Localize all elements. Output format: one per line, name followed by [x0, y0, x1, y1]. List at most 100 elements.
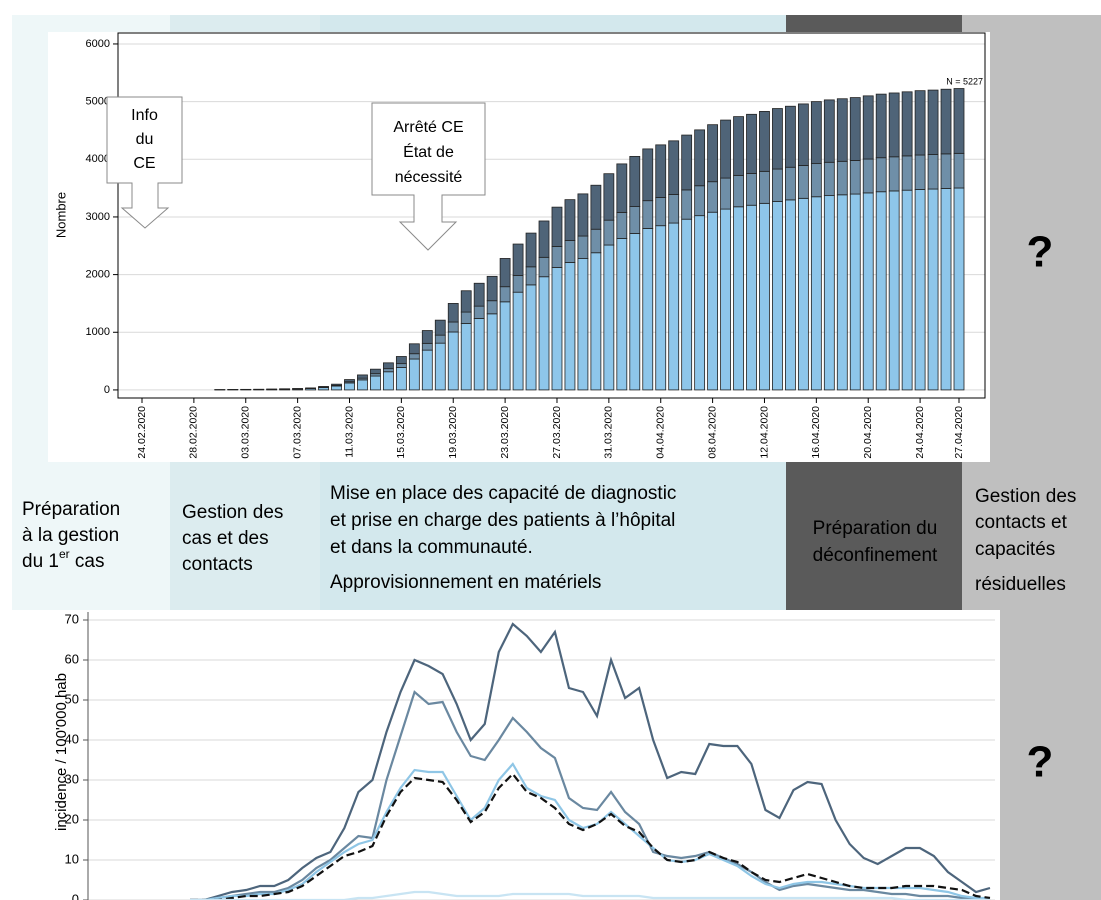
bar-segment	[382, 362, 394, 370]
plot-frame	[117, 32, 986, 399]
top-chart: 0 1000 2000 3000 4000 5000 6000 Nombre 24.02.202…	[53, 32, 986, 459]
bar-segment	[331, 385, 342, 391]
phase-text: Approvisionnement en matériels	[330, 572, 601, 593]
bar-segment	[331, 383, 342, 386]
bar-segment	[694, 129, 706, 187]
phase-text: Gestion des	[975, 486, 1076, 507]
phase-text: Préparation	[22, 499, 120, 520]
bar-segment	[447, 321, 459, 333]
series-line	[190, 772, 991, 900]
bar-segment	[551, 206, 563, 247]
bar-segment	[901, 91, 913, 157]
bar-segment	[421, 349, 433, 391]
bar-segment	[940, 153, 952, 189]
bar-segment	[590, 252, 602, 391]
bar-segment	[473, 282, 485, 307]
bar-segment	[733, 116, 744, 176]
bar-segment	[836, 160, 848, 196]
bar-segment	[577, 258, 589, 391]
bar-segment	[707, 124, 719, 183]
bar-segment	[720, 119, 731, 179]
phase-text-part: cas	[70, 551, 105, 572]
bar-segment	[499, 286, 511, 303]
y-axis-label: incidence / 100'000 hab	[53, 673, 70, 831]
phase-text: contacts et	[975, 512, 1068, 533]
bar-segment	[694, 215, 706, 391]
bar-segment	[655, 197, 667, 227]
bar-segment	[707, 181, 719, 213]
bar-segment	[849, 160, 861, 195]
bar-segment	[772, 200, 783, 391]
bar-segment	[460, 323, 472, 391]
phase-text: contacts	[182, 554, 253, 575]
callout-text: Arrêté CE	[393, 119, 463, 136]
bar-segment	[551, 267, 563, 391]
bar-segment	[720, 177, 731, 210]
bar-segment	[642, 148, 654, 202]
x-tick-label: 27.04.2020	[953, 406, 965, 459]
y-tick-label: 6000	[86, 38, 110, 50]
bar-segment	[395, 367, 407, 391]
phase-text: Préparation du	[813, 518, 938, 539]
bar-segment	[512, 291, 524, 391]
bar-segment	[823, 195, 835, 391]
bar-segment	[862, 95, 874, 160]
bar-segment	[720, 208, 731, 391]
bar-segment	[797, 197, 809, 391]
phase-text: à la gestion	[22, 525, 119, 546]
callout-text: CE	[133, 155, 155, 172]
phase-text: Gestion des	[182, 502, 283, 523]
x-tick-label: 19.03.2020	[447, 406, 459, 459]
bar-segment	[733, 206, 744, 391]
bar-segment	[875, 157, 887, 193]
bar-segment	[914, 189, 926, 391]
bar-segment	[629, 206, 641, 234]
bar-segment	[655, 144, 667, 198]
bar-segment	[538, 220, 550, 258]
phase-text: cas et des	[182, 528, 269, 549]
bar-segment	[512, 275, 524, 293]
bar-segment	[395, 356, 407, 365]
bar-segment	[901, 189, 913, 391]
bar-segment	[577, 235, 589, 259]
bar-segment	[499, 301, 511, 391]
bar-segment	[486, 275, 498, 302]
bar-segment	[940, 88, 952, 155]
x-tick-label: 04.04.2020	[655, 406, 667, 459]
x-tick-label: 08.04.2020	[706, 406, 718, 459]
bar-segment	[473, 305, 485, 319]
bar-segment	[810, 163, 822, 198]
bar-segment	[370, 368, 381, 375]
bar-segment	[785, 166, 796, 201]
bar-segment	[953, 187, 965, 391]
bar-segment	[616, 238, 628, 391]
bar-segment	[590, 184, 602, 230]
bar-segment	[447, 303, 459, 323]
bar-segment	[642, 228, 654, 391]
bar-segment	[525, 266, 537, 286]
y-tick-label: 20	[65, 811, 79, 826]
bar-segment	[681, 134, 693, 191]
bar-segment	[421, 330, 433, 344]
phase-text: Mise en place des capacité de diagnostic	[330, 483, 676, 504]
series-line	[190, 622, 991, 900]
bar-segment	[486, 300, 498, 315]
bar-segment	[564, 199, 576, 241]
bar-segment	[538, 256, 550, 278]
bar-segment	[927, 89, 939, 155]
bar-segment	[849, 193, 861, 391]
bar-segment	[785, 105, 796, 168]
bar-segment	[668, 140, 680, 195]
bar-segment	[603, 173, 615, 221]
bar-segment	[460, 311, 472, 324]
bar-segment	[616, 163, 628, 213]
bar-segment	[434, 334, 446, 344]
phase-band	[170, 462, 320, 610]
bar-segment	[849, 97, 861, 161]
bar-segment	[512, 243, 524, 276]
callout-text: Info	[131, 107, 158, 124]
x-tick-label: 24.02.2020	[136, 406, 148, 459]
note: N = 5227	[946, 76, 983, 86]
